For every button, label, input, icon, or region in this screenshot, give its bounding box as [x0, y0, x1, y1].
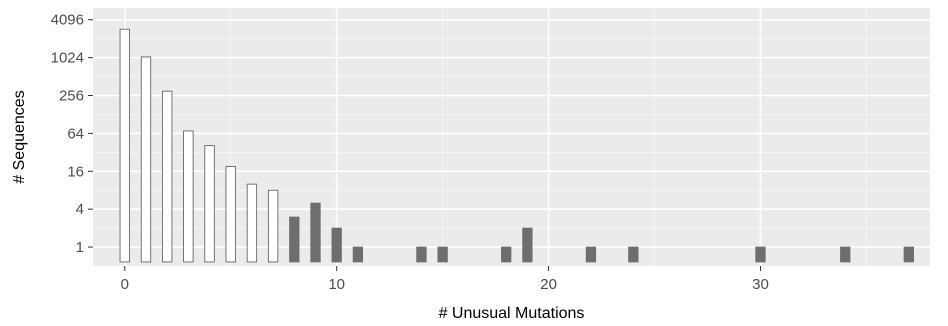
bar-18 [501, 246, 512, 263]
bar-24 [628, 246, 639, 263]
bar-37 [903, 246, 914, 263]
y-tick-label: 1 [76, 239, 84, 256]
bar-34 [840, 246, 851, 263]
x-axis: 0 10 20 30 [121, 266, 769, 293]
y-axis-title: # Sequences [11, 90, 28, 183]
y-tick-label: 16 [67, 163, 84, 180]
y-tick-label: 64 [67, 125, 84, 142]
bar-3 [183, 130, 194, 263]
y-tick-label: 256 [59, 88, 84, 105]
bar-15 [437, 246, 448, 263]
plot-panel [93, 8, 930, 266]
x-tick-label: 0 [121, 276, 129, 293]
bar-2 [162, 90, 173, 263]
bar-5 [225, 166, 236, 263]
bar-11 [352, 246, 364, 263]
bars [119, 28, 914, 263]
bar-10 [331, 227, 342, 263]
y-tick-label: 4096 [51, 12, 84, 29]
y-tick-label: 1024 [51, 50, 84, 67]
bar-1 [140, 56, 152, 263]
bar-8 [289, 216, 300, 263]
x-tick-label: 10 [328, 276, 345, 293]
y-axis: 1 4 16 64 256 1024 4096 [51, 12, 93, 256]
x-tick-label: 20 [540, 276, 557, 293]
x-axis-title: # Unusual Mutations [439, 305, 585, 322]
bar-9 [310, 202, 321, 263]
bar-30 [755, 246, 766, 263]
bar-7 [267, 189, 279, 263]
bar-14 [416, 246, 427, 263]
bar-6 [246, 183, 258, 263]
bar-0 [119, 28, 130, 263]
bar-4 [204, 145, 215, 263]
bar-19 [522, 227, 533, 263]
y-tick-label: 4 [76, 201, 84, 218]
x-tick-label: 30 [752, 276, 769, 293]
bar-22 [585, 246, 597, 263]
